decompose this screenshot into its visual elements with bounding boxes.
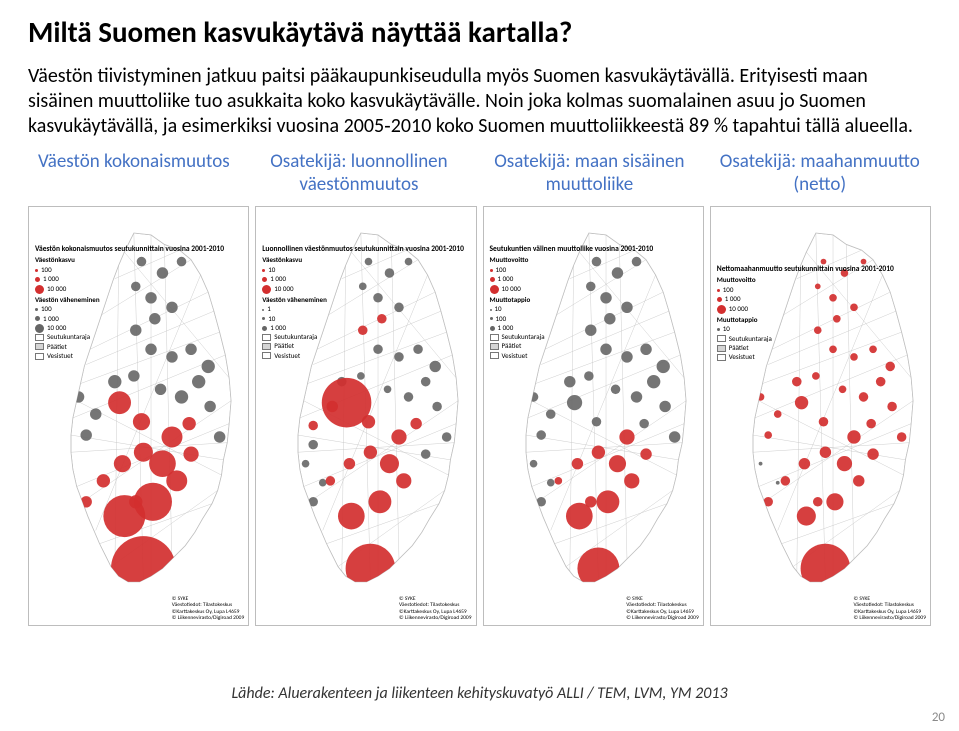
map-legend: Luonnollinen väestönmuutos seutukunnitta…	[262, 245, 464, 361]
map-legend: Nettomaahanmuutto seutukunnittain vuosin…	[717, 265, 894, 362]
page-title: Miltä Suomen kasvukäytävä näyttää kartal…	[28, 14, 931, 50]
source-citation: Lähde: Aluerakenteen ja liikenteen kehit…	[0, 684, 959, 703]
page-number: 20	[932, 710, 945, 725]
map-legend: Väestön kokonaismuutos seutukunnittain v…	[35, 245, 224, 361]
map-credit: © SYKEVäestotiedot: Tilastokeskus©Kartta…	[626, 596, 698, 622]
map-legend: Seutukuntien välinen muuttoliike vuosina…	[490, 245, 654, 361]
map-credit: © SYKEVäestotiedot: Tilastokeskus©Kartta…	[854, 596, 926, 622]
col-header-0: Väestön kokonaismuutos	[28, 150, 240, 196]
body-paragraph: Väestön tiivistyminen jatkuu paitsi pääk…	[28, 64, 931, 140]
map-credit: © SYKEVäestotiedot: Tilastokeskus©Kartta…	[399, 596, 471, 622]
col-header-1: Osatekijä: luonnollinen väestönmuutos	[248, 150, 470, 196]
col-header-3: Osatekijä: maahanmuutto (netto)	[709, 150, 931, 196]
column-headers-row: Väestön kokonaismuutos Osatekijä: luonno…	[28, 150, 931, 196]
maps-row: Väestön kokonaismuutos seutukunnittain v…	[28, 206, 931, 626]
map-panel-0: Väestön kokonaismuutos seutukunnittain v…	[28, 206, 249, 626]
map-panel-2: Seutukuntien välinen muuttoliike vuosina…	[483, 206, 704, 626]
col-header-2: Osatekijä: maan sisäinen muuttoliike	[478, 150, 700, 196]
map-panel-3: Nettomaahanmuutto seutukunnittain vuosin…	[710, 206, 931, 626]
map-panel-1: Luonnollinen väestönmuutos seutukunnitta…	[255, 206, 476, 626]
map-credit: © SYKEVäestotiedot: Tilastokeskus©Kartta…	[172, 596, 244, 622]
